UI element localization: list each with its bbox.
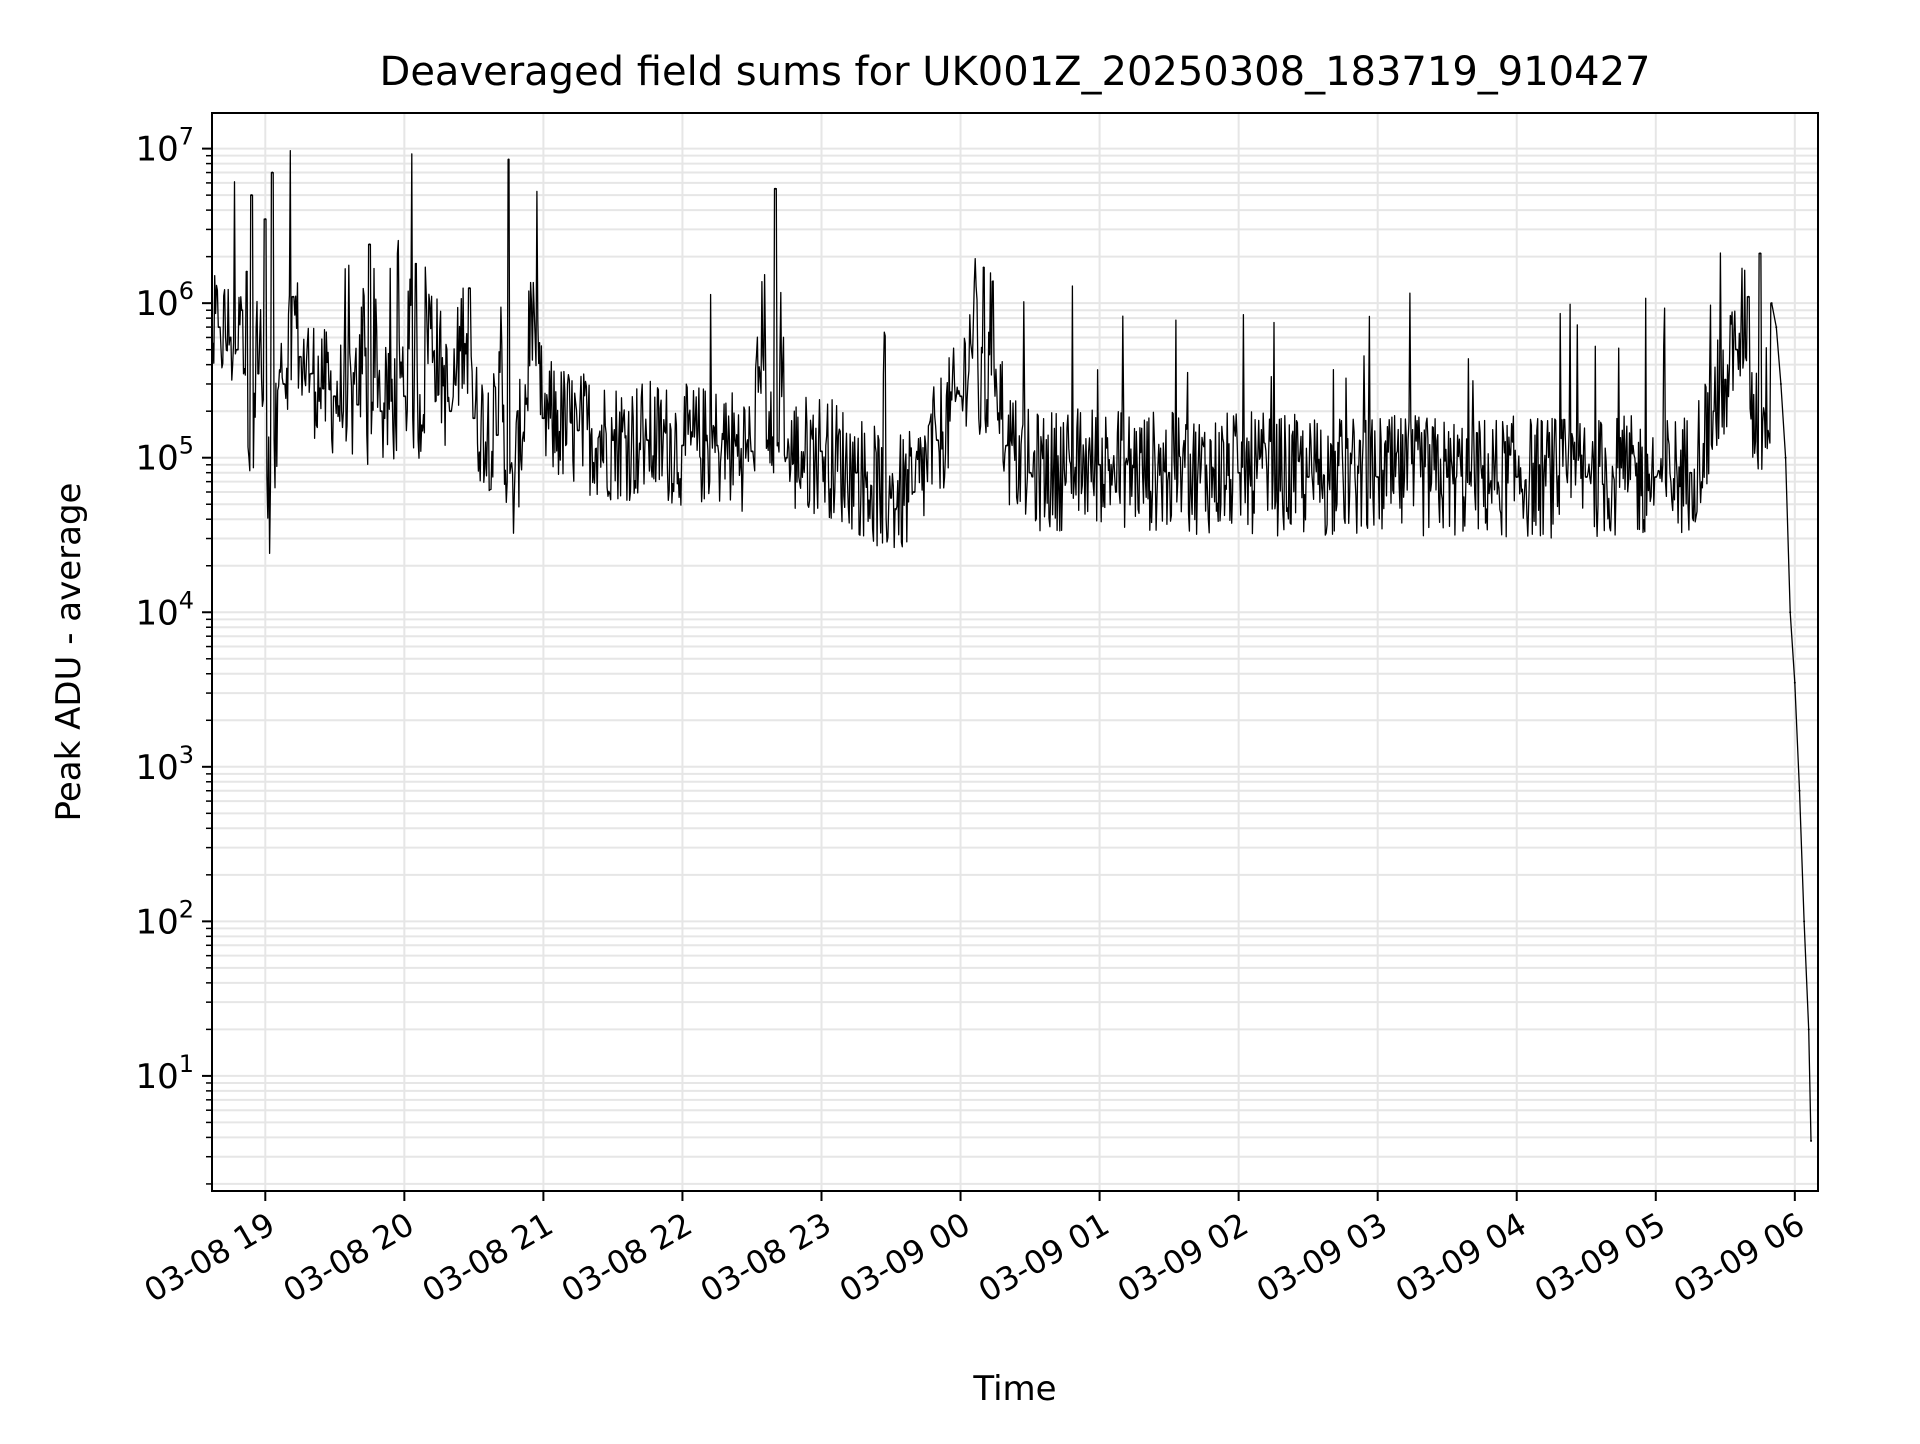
data-point bbox=[577, 429, 580, 432]
y-tick-label: 102 bbox=[135, 895, 194, 942]
data-point bbox=[1585, 476, 1588, 479]
data-point bbox=[292, 295, 295, 298]
data-point bbox=[1005, 444, 1008, 447]
data-point bbox=[1810, 1139, 1813, 1142]
data-point bbox=[774, 187, 777, 190]
y-tick-label: 101 bbox=[135, 1050, 194, 1097]
data-point bbox=[716, 444, 719, 447]
y-tick-label: 107 bbox=[135, 123, 194, 170]
data-point bbox=[1779, 382, 1782, 385]
data-point bbox=[750, 450, 753, 453]
data-point bbox=[264, 218, 267, 221]
data-point bbox=[959, 395, 962, 398]
data-point bbox=[1098, 463, 1101, 466]
data-point bbox=[1654, 476, 1657, 479]
data-point bbox=[785, 456, 788, 459]
data-point bbox=[1237, 471, 1240, 474]
data-point bbox=[1798, 789, 1801, 792]
data-point bbox=[333, 395, 336, 398]
data-point bbox=[1759, 252, 1762, 255]
chart-title: Deaveraged field sums for UK001Z_2025030… bbox=[380, 49, 1651, 95]
data-point bbox=[357, 403, 359, 406]
data-point bbox=[496, 434, 499, 437]
data-point bbox=[1803, 920, 1806, 923]
data-point bbox=[1784, 456, 1787, 459]
data-point bbox=[936, 439, 939, 442]
data-point bbox=[250, 194, 253, 197]
y-tick-label: 104 bbox=[135, 586, 194, 633]
data-point bbox=[257, 372, 260, 375]
data-point bbox=[403, 395, 406, 398]
data-point bbox=[1168, 471, 1171, 474]
data-point bbox=[241, 309, 244, 312]
data-point bbox=[507, 158, 510, 161]
data-point bbox=[322, 387, 325, 390]
data-point bbox=[1747, 295, 1750, 298]
data-point bbox=[1770, 302, 1773, 305]
data-point bbox=[982, 266, 985, 269]
data-point bbox=[1712, 410, 1715, 413]
data-point bbox=[1307, 476, 1310, 479]
y-tick-label: 106 bbox=[135, 277, 194, 324]
data-point bbox=[855, 471, 858, 474]
data-point bbox=[646, 439, 649, 442]
data-point bbox=[1793, 681, 1796, 684]
data-point bbox=[282, 382, 285, 385]
data-point bbox=[271, 171, 274, 174]
data-point bbox=[217, 326, 220, 329]
series-layer bbox=[211, 150, 1813, 1142]
data-point bbox=[1515, 476, 1518, 479]
data-point bbox=[1029, 471, 1032, 474]
data-point bbox=[468, 287, 471, 290]
data-point bbox=[1775, 326, 1778, 329]
data-point bbox=[820, 450, 823, 453]
data-point bbox=[913, 490, 916, 493]
grid-layer bbox=[212, 113, 1818, 1191]
data-point bbox=[1446, 476, 1449, 479]
x-axis-label: Time bbox=[972, 1369, 1056, 1409]
data-point bbox=[890, 496, 893, 499]
data-point bbox=[1735, 348, 1738, 351]
y-tick-label: 105 bbox=[135, 432, 194, 479]
data-point bbox=[1807, 1028, 1810, 1031]
data-point bbox=[681, 444, 684, 447]
data-point bbox=[1789, 611, 1792, 614]
data-point bbox=[299, 355, 302, 358]
data-point bbox=[1724, 378, 1727, 381]
data-point bbox=[414, 262, 417, 265]
data-point bbox=[229, 336, 232, 339]
axes-frame bbox=[211, 112, 1819, 1192]
data-point bbox=[449, 410, 452, 413]
data-point bbox=[380, 410, 383, 413]
y-axis-label: Peak ADU - average bbox=[49, 483, 89, 822]
data-point bbox=[611, 439, 614, 442]
data-point bbox=[368, 243, 371, 246]
data-point bbox=[310, 372, 313, 375]
data-point bbox=[542, 417, 545, 420]
data-point bbox=[1689, 471, 1692, 474]
y-tick-label: 103 bbox=[135, 741, 194, 788]
data-point bbox=[236, 348, 239, 351]
data-point bbox=[245, 270, 248, 273]
data-point bbox=[1376, 476, 1379, 479]
data-point bbox=[472, 417, 475, 420]
